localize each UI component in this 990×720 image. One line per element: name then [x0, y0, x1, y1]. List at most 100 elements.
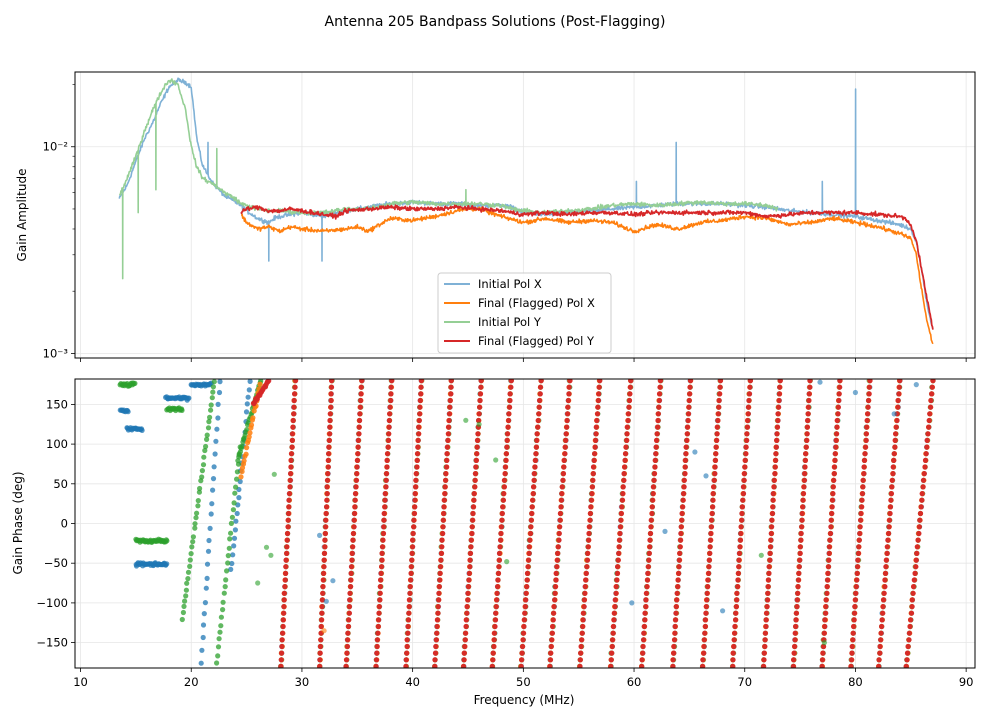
phase-point-final-pol-y [678, 530, 684, 537]
phase-point-initial-pol-x [236, 495, 242, 501]
phase-y-tick-label: −50 [44, 556, 68, 570]
phase-point-initial-pol-x [125, 409, 131, 415]
phase-point-final-pol-y [654, 437, 660, 443]
phase-point-final-pol-y [346, 617, 352, 623]
phase-point-final-pol-y [522, 604, 529, 610]
phase-point-initial-pol-y [184, 580, 190, 586]
phase-point-final-pol-y [553, 570, 559, 577]
phase-point-final-pol-y [742, 457, 748, 463]
phase-point-final-pol-y [352, 491, 359, 497]
phase-point-final-pol-y [581, 597, 588, 603]
phase-point-final-pol-y [356, 431, 362, 437]
phase-point-final-pol-y [866, 391, 872, 397]
phase-point-final-pol-y [404, 650, 410, 656]
phase-point-final-pol-y [531, 484, 537, 490]
phase-point-final-pol-y [404, 637, 410, 643]
phase-point-final-pol-y [714, 431, 720, 437]
phase-point-final-pol-y [383, 477, 389, 483]
phase-point-final-pol-y [776, 404, 782, 410]
phase-point-final-pol-y [441, 510, 447, 517]
phase-point-final-pol-y [317, 663, 323, 668]
phase-point-final-pol-y [892, 437, 898, 443]
phase-point-final-pol-y [534, 431, 540, 437]
phase-point-final-pol-y [877, 643, 883, 650]
phase-point-final-pol-y [675, 577, 681, 583]
phase-point-outlier [821, 640, 828, 646]
phase-point-final-pol-y [886, 524, 892, 530]
phase-point-final-pol-y [351, 524, 357, 530]
phase-point-final-pol-y [774, 424, 781, 430]
phase-point-final-pol-y [593, 424, 599, 430]
phase-point-final-pol-y [446, 417, 452, 424]
phase-point-final-pol-y [416, 424, 422, 430]
phase-point-initial-pol-y [209, 395, 215, 401]
phase-point-final-pol-y [825, 564, 832, 570]
phase-point-final-pol-y [417, 397, 423, 404]
phase-point-initial-pol-y [202, 447, 208, 454]
phase-point-final-pol-y [859, 491, 866, 497]
phase-point-final-pol-y [470, 510, 476, 517]
phase-point-final-pol-y [506, 417, 512, 424]
phase-point-final-pol-y [590, 477, 596, 483]
phase-point-final-pol-y [687, 391, 693, 397]
phase-point-final-pol-y [560, 471, 567, 477]
phase-point-final-pol-y [556, 537, 562, 543]
phase-point-final-pol-y [283, 557, 289, 563]
phase-point-final-pol-y [848, 663, 854, 668]
phase-point-final-pol-y [552, 597, 558, 603]
phase-point-final-pol-y [836, 397, 842, 404]
phase-point-initial-pol-x [198, 660, 204, 666]
phase-point-final-pol-y [710, 497, 716, 503]
phase-point-final-pol-y [829, 504, 835, 510]
phase-point-final-pol-y [611, 610, 617, 616]
phase-point-final-pol-y [555, 544, 561, 550]
phase-point-final-pol-y [647, 530, 654, 537]
phase-point-final-pol-y [494, 590, 500, 596]
phase-point-final-pol-y [408, 570, 414, 577]
phase-point-final-pol-y [684, 424, 691, 430]
phase-point-final-pol-y [879, 617, 885, 623]
phase-point-final-pol-y [928, 397, 934, 404]
phase-point-final-pol-y [464, 604, 470, 610]
phase-point-final-pol-y [566, 391, 572, 397]
phase-point-final-pol-y [687, 379, 694, 384]
phase-point-final-pol-y [919, 491, 925, 497]
phase-point-final-pol-y [289, 437, 295, 443]
phase-point-final-pol-y [476, 411, 482, 417]
phase-point-final-pol-y [738, 530, 744, 537]
phase-point-final-pol-y [859, 497, 865, 503]
phase-y-tick-label: 150 [46, 397, 68, 411]
phase-point-final-pol-y [326, 444, 332, 450]
phase-point-final-pol-y [681, 491, 687, 497]
phase-point-final-pol-y [526, 544, 532, 550]
phase-point-initial-pol-y [179, 407, 185, 413]
phase-point-final-pol-x [238, 474, 244, 480]
phase-point-final-pol-y [438, 550, 445, 557]
legend-box [437, 272, 612, 354]
phase-point-outlier [271, 471, 277, 477]
phase-point-initial-pol-x [215, 415, 221, 421]
phase-point-final-pol-y [520, 630, 527, 636]
phase-point-initial-pol-x [228, 566, 234, 573]
phase-point-initial-pol-y [132, 380, 138, 386]
phase-point-initial-pol-x [234, 510, 240, 517]
phase-point-final-pol-y [501, 491, 507, 497]
phase-point-final-pol-y [616, 550, 622, 557]
phase-point-initial-pol-x [215, 401, 221, 407]
phase-point-final-pol-y [413, 471, 419, 477]
phase-point-final-pol-y [886, 530, 892, 537]
phase-point-initial-pol-y [204, 432, 210, 438]
phase-point-final-pol-y [740, 497, 746, 503]
phase-point-final-pol-y [405, 623, 411, 630]
phase-point-final-pol-y [851, 617, 857, 623]
phase-point-final-pol-y [762, 637, 768, 643]
phase-point-initial-pol-y [189, 544, 195, 550]
phase-point-final-pol-y [320, 590, 326, 596]
phase-point-final-pol-y [641, 637, 647, 643]
phase-point-final-pol-y [685, 417, 691, 424]
phase-point-final-pol-y [682, 457, 689, 463]
phase-point-final-pol-y [878, 637, 884, 643]
phase-point-final-pol-y [388, 397, 394, 404]
phase-point-final-pol-y [383, 471, 390, 477]
amplitude-series-final-pol-y [240, 204, 934, 330]
